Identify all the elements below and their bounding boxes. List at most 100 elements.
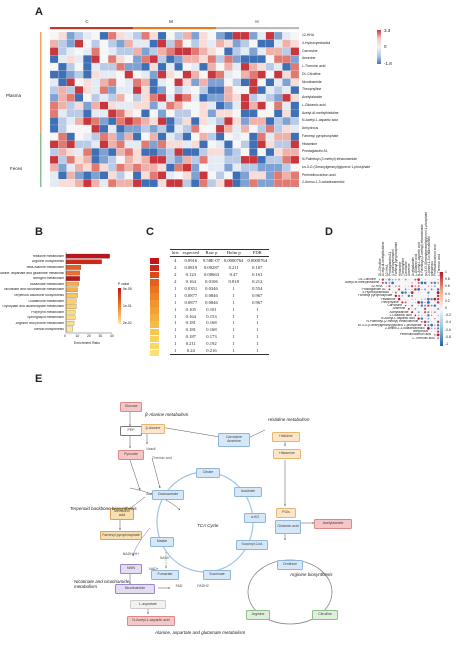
corr-dot bbox=[430, 323, 433, 327]
corr-dot bbox=[436, 291, 440, 295]
row-label: Anserine bbox=[302, 56, 316, 61]
node-fumarate: Fumarate bbox=[151, 570, 179, 580]
corr-dot bbox=[424, 318, 426, 320]
node-fad: FAD bbox=[175, 583, 183, 588]
row-label: Prostaglandin A1 bbox=[302, 149, 328, 154]
table-cell: 0.164 bbox=[185, 278, 196, 284]
node-oxaloacetate: Oxaloacetate bbox=[152, 490, 184, 500]
corr-dot bbox=[417, 281, 420, 284]
corr-dot bbox=[433, 311, 436, 314]
corr-dot bbox=[434, 331, 436, 332]
table-cell: 0.0877 bbox=[184, 292, 198, 298]
pathway-label: Arginine biosynthesis bbox=[31, 260, 64, 264]
corr-dot bbox=[401, 301, 404, 304]
table-cell: 1 bbox=[232, 285, 235, 291]
corr-dot bbox=[398, 288, 401, 291]
corr-dot bbox=[437, 327, 440, 330]
row-label: L-Glutamic acid bbox=[302, 102, 326, 107]
corr-dot bbox=[405, 282, 406, 284]
corr-row-label: 12-HHA bbox=[371, 284, 383, 288]
table-cell: 1 bbox=[174, 341, 177, 347]
corr-dot bbox=[395, 278, 397, 281]
panel-d-label: D bbox=[325, 226, 333, 238]
node-arginine: Arginine bbox=[246, 610, 270, 620]
group-bar-1 bbox=[133, 27, 216, 30]
node-mevalonic: Mevalonic acid bbox=[110, 508, 134, 520]
corr-dot bbox=[404, 304, 407, 307]
corr-dot bbox=[408, 279, 410, 281]
corr-dot bbox=[437, 305, 439, 306]
node-farnesyl: Farnesyl pyrophosphate bbox=[100, 531, 142, 540]
corr-dot bbox=[428, 282, 429, 284]
heatmap-cell bbox=[290, 179, 300, 188]
swatch bbox=[150, 272, 159, 279]
corr-dot bbox=[402, 282, 403, 284]
corr-dot bbox=[420, 304, 424, 307]
panel-e-label: E bbox=[35, 373, 43, 385]
swatch bbox=[150, 349, 159, 357]
group-bar-0 bbox=[50, 27, 133, 30]
table-cell: 2 bbox=[174, 271, 177, 277]
corr-dot bbox=[431, 308, 433, 310]
corr-dot bbox=[414, 308, 417, 310]
colorbar-max: 3.3 bbox=[384, 28, 391, 33]
corr-row-label: 4-Hydroxyestradiol bbox=[362, 291, 389, 294]
table-cell: 0.168 bbox=[206, 327, 217, 333]
table-cell: 0.0351 bbox=[184, 285, 198, 291]
row-label: 12-HHA bbox=[302, 33, 315, 38]
table-row: 1 0.187 0.173 1 1 bbox=[170, 333, 269, 340]
corr-dot bbox=[434, 324, 436, 326]
node-histamine: Histamine bbox=[273, 449, 301, 459]
row-label: 4-Hydroxyestradiol bbox=[302, 40, 331, 45]
colorbar-tick: 0.2 bbox=[445, 298, 450, 303]
label-tca-cycle: TCA Cycle bbox=[197, 523, 219, 528]
corr-dot bbox=[427, 295, 429, 297]
corr-dot bbox=[430, 281, 433, 284]
table-cell: 0.101 bbox=[206, 306, 217, 312]
panel-d-corrplot bbox=[377, 277, 440, 340]
table-cell: 1 bbox=[174, 285, 177, 291]
table-cell: 1 bbox=[232, 306, 235, 312]
corr-dot bbox=[417, 278, 420, 281]
label-arginine-biosynthesis: Arginine biosynthesis bbox=[290, 572, 333, 577]
table-row: 1 0.0877 0.0846 1 0.967 bbox=[170, 299, 269, 306]
corr-dot bbox=[418, 305, 420, 307]
corr-dot bbox=[388, 278, 391, 281]
corr-dot bbox=[418, 292, 420, 294]
corr-dot bbox=[381, 281, 384, 284]
corr-dot bbox=[426, 326, 430, 330]
corr-dot bbox=[408, 302, 410, 303]
node-ualanine: β-Alanine bbox=[141, 424, 165, 434]
table-row: 1 0.0351 0.0346 1 0.554 bbox=[170, 285, 269, 292]
corr-dot bbox=[411, 308, 413, 310]
corr-dot bbox=[411, 282, 413, 284]
table-cell: 1 bbox=[174, 320, 177, 326]
table-cell: 4 bbox=[174, 257, 177, 263]
corr-dot bbox=[414, 314, 417, 317]
corr-dot bbox=[411, 304, 414, 307]
corr-dot bbox=[427, 311, 430, 314]
corr-dot bbox=[431, 292, 432, 293]
corr-dot bbox=[424, 314, 426, 316]
corr-dot bbox=[427, 304, 430, 307]
node-nicotinamide: Nicotinamide bbox=[115, 584, 155, 594]
node-nadh: NADH+H+ bbox=[122, 551, 140, 556]
row-label: sn-3-O-(Geranylgeranyl)glycerol 1-phosph… bbox=[302, 164, 371, 169]
row-label: Histamine bbox=[302, 141, 318, 146]
corr-dot bbox=[421, 298, 423, 300]
table-cell: 2 bbox=[174, 278, 177, 284]
corr-dot bbox=[434, 279, 436, 280]
node-pyruvate: Pyruvate bbox=[118, 450, 144, 460]
pathway-label: Glutathione metabolism bbox=[28, 299, 64, 303]
corr-dot bbox=[424, 292, 426, 293]
corr-dot bbox=[391, 281, 394, 285]
corr-dot bbox=[401, 279, 403, 281]
corr-dot bbox=[407, 294, 411, 298]
row-label: Nicotinamide bbox=[302, 79, 322, 84]
corr-dot bbox=[388, 288, 391, 291]
corr-dot bbox=[421, 285, 423, 287]
corr-dot bbox=[424, 295, 426, 297]
corr-dot bbox=[437, 282, 439, 284]
corr-dot bbox=[436, 330, 440, 333]
